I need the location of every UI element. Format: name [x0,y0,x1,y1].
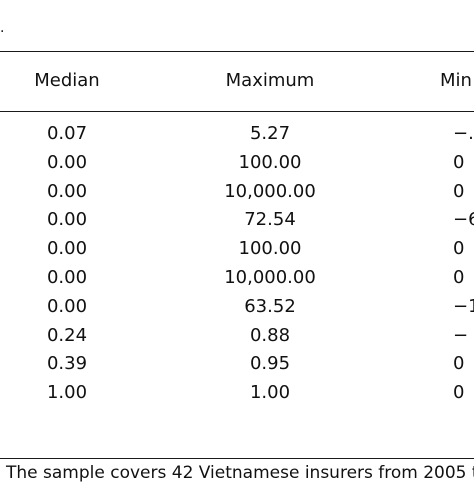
median-cell: 1.00 [46,382,88,404]
minimum-cell: 0 [453,382,465,404]
median-cell: 0.00 [46,180,88,202]
minimum-cell: 0 [453,238,465,260]
table-row: 0.00 100.00 0 [0,149,474,178]
table-row: 0.07 5.27 −.. [0,120,474,149]
maximum-cell: 0.95 [249,353,291,375]
minimum-cell: −1 [453,295,474,317]
table-page: { "stub_text": "..", "headers": { "media… [0,22,474,483]
median-cell: 0.00 [46,238,88,260]
minimum-cell: 0 [453,180,465,202]
table-row: 0.00 72.54 −6 [0,206,474,235]
table-top-rule [0,51,474,52]
column-header-maximum: Maximum [225,70,315,91]
maximum-cell: 100.00 [238,238,302,260]
maximum-cell: 10,000.00 [224,266,316,288]
median-cell: 0.39 [46,353,88,375]
table-row: 0.39 0.95 0 [0,350,474,379]
minimum-cell: 0 [453,353,465,375]
table-row: 0.00 63.52 −1 [0,293,474,322]
maximum-cell: 5.27 [249,123,291,144]
median-cell: 0.00 [46,151,88,173]
maximum-cell: 1.00 [249,382,291,404]
maximum-cell: 100.00 [238,151,302,173]
median-cell: 0.24 [46,324,88,346]
table-note: The sample covers 42 Vietnamese insurers… [6,463,474,483]
clipped-text-fragment: .. [0,22,5,34]
table-header-rule [0,111,474,112]
column-header-minimum: Min [440,70,472,91]
minimum-cell: −.. [453,123,474,144]
minimum-cell: − [453,324,469,346]
minimum-cell: 0 [453,266,465,288]
table-row: 0.00 10,000.00 0 [0,264,474,293]
table-body: 0.07 5.27 −.. 0.00 100.00 0 0.00 10,000.… [0,120,474,408]
median-cell: 0.07 [46,123,88,144]
column-header-median: Median [34,70,100,91]
maximum-cell: 63.52 [244,295,296,317]
maximum-cell: 0.88 [249,324,291,346]
median-cell: 0.00 [46,266,88,288]
table-bottom-rule [0,458,474,459]
median-cell: 0.00 [46,209,88,231]
table-row: 0.00 10,000.00 0 [0,178,474,207]
minimum-cell: 0 [453,151,465,173]
maximum-cell: 72.54 [244,209,296,231]
median-cell: 0.00 [46,295,88,317]
table-row: 1.00 1.00 0 [0,379,474,408]
maximum-cell: 10,000.00 [224,180,316,202]
table-row: 0.00 100.00 0 [0,235,474,264]
minimum-cell: −6 [453,209,474,231]
table-row: 0.24 0.88 − [0,322,474,351]
